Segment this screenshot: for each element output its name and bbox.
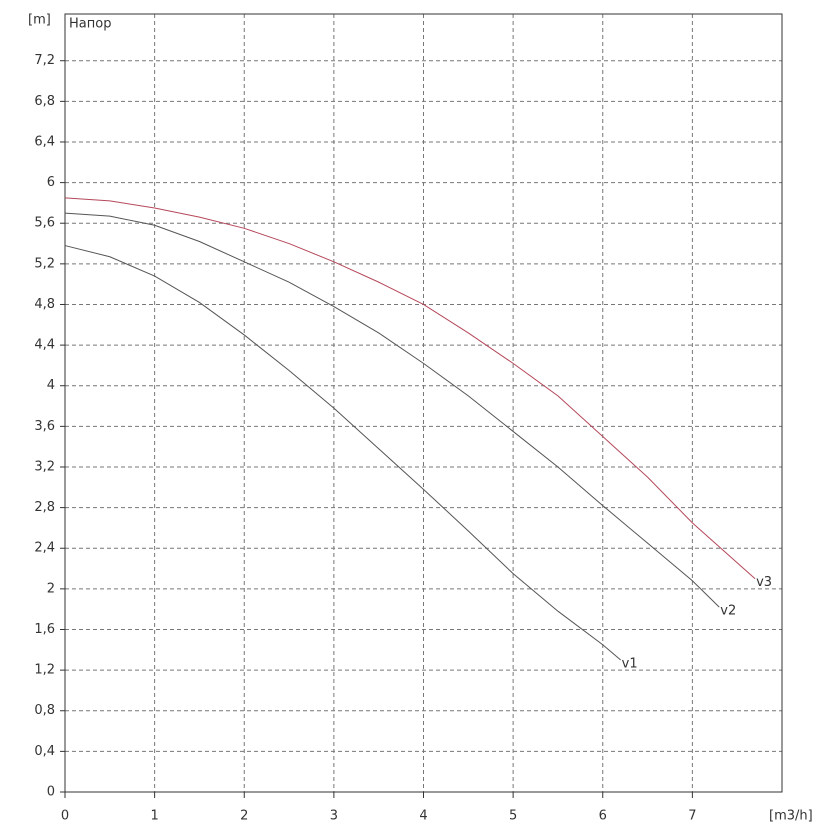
y-tick-label: 2,8: [34, 500, 55, 515]
series-label: v3: [756, 575, 772, 590]
y-tick-label: 0,4: [34, 744, 55, 759]
y-tick-label: 2: [47, 581, 55, 596]
x-tick-label: 6: [599, 809, 607, 824]
y-tick-label: 1,2: [34, 663, 55, 678]
y-tick-label: 1,6: [34, 622, 55, 637]
y-tick-label: 6,4: [34, 134, 55, 149]
x-tick-label: 2: [240, 809, 248, 824]
y-tick-label: 6: [47, 175, 55, 190]
y-tick-label: 4,4: [34, 338, 55, 353]
x-tick-label: 0: [61, 809, 69, 824]
y-tick-label: 0: [47, 785, 55, 800]
y-tick-label: 3,2: [34, 459, 55, 474]
x-tick-label: 5: [509, 809, 517, 824]
y-tick-label: 7,2: [34, 53, 55, 68]
y-tick-label: 6,8: [34, 94, 55, 109]
x-tick-label: 3: [330, 809, 338, 824]
x-tick-label: 7: [688, 809, 696, 824]
x-tick-label: 4: [419, 809, 427, 824]
y-axis-label: [m]: [28, 13, 51, 28]
plot-frame: [64, 13, 783, 793]
series-label: v2: [720, 604, 736, 619]
x-tick-label: 1: [150, 809, 158, 824]
line-series: [64, 212, 720, 608]
y-tick-label: 2,4: [34, 541, 55, 556]
y-tick-label: 3,6: [34, 419, 55, 434]
x-axis-label: [m3/h]: [769, 809, 813, 824]
line-series: [64, 245, 621, 661]
y-tick-label: 5,2: [34, 256, 55, 271]
y-tick-label: 5,6: [34, 216, 55, 231]
series-label: v1: [622, 656, 638, 671]
line-series: [64, 197, 756, 580]
y-tick-label: 4,8: [34, 297, 55, 312]
y-tick-label: 0,8: [34, 703, 55, 718]
chart-title: Напор: [69, 17, 111, 32]
y-tick-label: 4: [47, 378, 55, 393]
